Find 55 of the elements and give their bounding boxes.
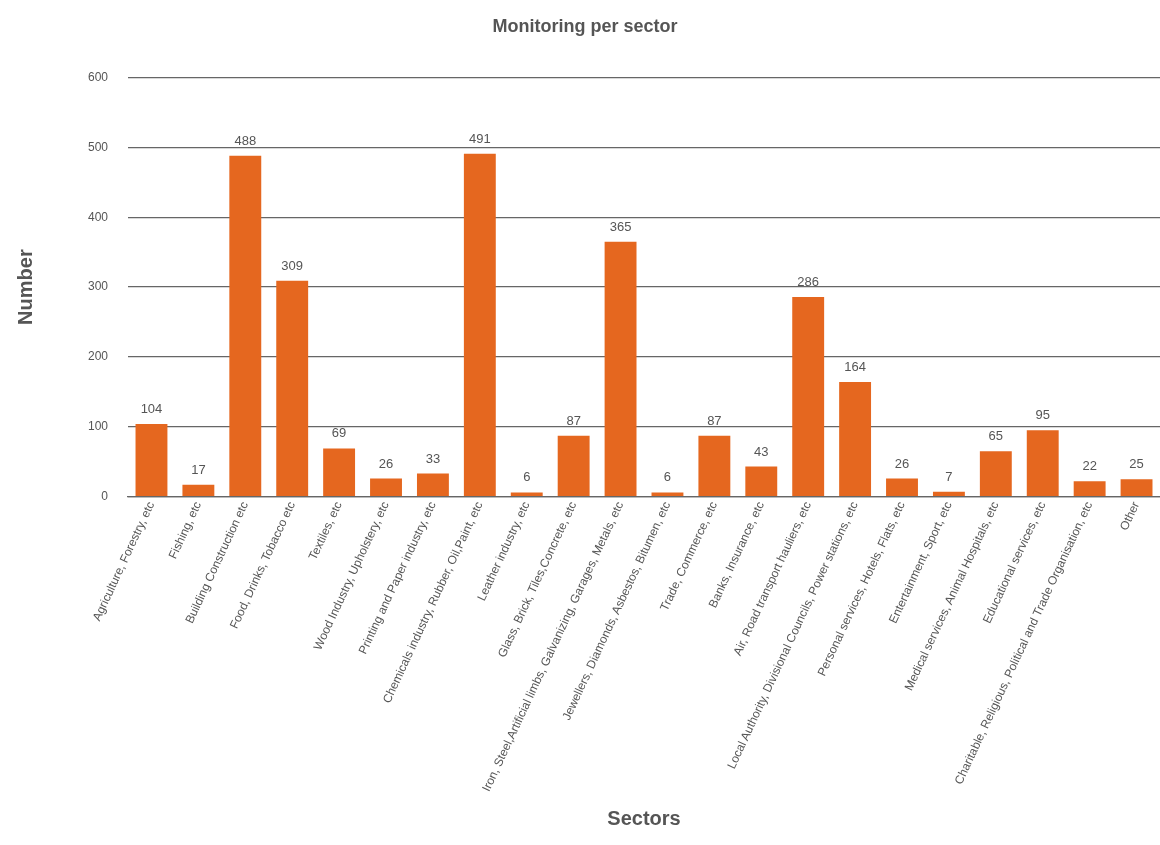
bar xyxy=(557,435,590,496)
data-label: 69 xyxy=(331,425,347,441)
y-tick-label: 100 xyxy=(87,419,109,434)
data-label: 43 xyxy=(754,443,769,459)
y-tick-label: 0 xyxy=(101,488,109,503)
bar xyxy=(979,451,1012,496)
y-tick-label: 200 xyxy=(87,349,109,364)
y-tick-label: 500 xyxy=(87,139,109,154)
bar xyxy=(276,280,309,496)
y-tick-label: 300 xyxy=(87,279,109,294)
bar xyxy=(698,435,731,496)
data-label: 26 xyxy=(894,455,910,471)
bar xyxy=(463,153,496,496)
bar xyxy=(1120,479,1153,496)
data-label: 26 xyxy=(378,455,394,471)
data-label: 87 xyxy=(707,412,722,428)
bar xyxy=(886,478,918,496)
bar xyxy=(792,296,825,496)
data-label: 309 xyxy=(281,257,304,273)
bar xyxy=(182,484,215,496)
bar xyxy=(651,492,684,496)
data-label: 17 xyxy=(191,461,206,477)
bar xyxy=(1073,481,1106,496)
data-label: 65 xyxy=(988,428,1004,444)
y-tick-label: 600 xyxy=(87,69,109,84)
data-label: 95 xyxy=(1035,407,1050,423)
bar xyxy=(745,466,778,496)
data-label: 87 xyxy=(566,412,581,428)
data-label: 104 xyxy=(140,401,163,417)
data-label: 25 xyxy=(1129,456,1144,472)
x-tick-label: Other xyxy=(1116,499,1143,533)
x-axis-title: Sectors xyxy=(607,806,681,829)
data-label: 365 xyxy=(609,218,632,234)
data-label: 491 xyxy=(468,130,491,146)
bar xyxy=(229,155,262,496)
data-label: 6 xyxy=(663,469,672,485)
data-label: 164 xyxy=(844,359,866,375)
data-label: 488 xyxy=(234,132,257,148)
bar xyxy=(1026,430,1059,496)
y-tick-label: 400 xyxy=(87,209,109,224)
data-label: 7 xyxy=(945,468,953,484)
y-axis-title: Number xyxy=(13,249,36,325)
bar xyxy=(510,492,543,496)
chart-title: Monitoring per sector xyxy=(492,15,678,36)
data-label: 33 xyxy=(425,450,441,466)
bar xyxy=(932,491,965,496)
bar xyxy=(323,448,356,496)
bar xyxy=(370,478,402,496)
bar xyxy=(135,423,168,496)
data-label: 22 xyxy=(1082,458,1097,474)
bar xyxy=(416,473,449,496)
data-label: 6 xyxy=(523,469,531,485)
data-label: 286 xyxy=(797,273,820,289)
bar xyxy=(839,382,872,496)
bar xyxy=(604,241,637,496)
